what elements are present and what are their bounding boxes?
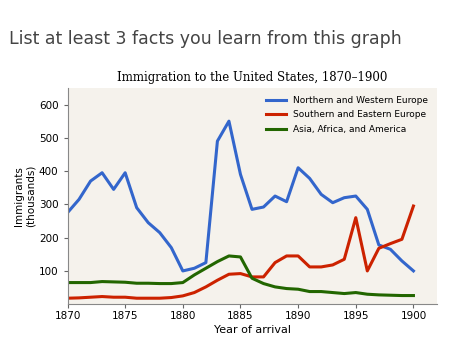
Legend: Northern and Western Europe, Southern and Eastern Europe, Asia, Africa, and Amer: Northern and Western Europe, Southern an… [263,92,432,138]
Title: Immigration to the United States, 1870–1900: Immigration to the United States, 1870–1… [117,71,387,84]
X-axis label: Year of arrival: Year of arrival [213,325,291,335]
Y-axis label: Immigrants
(thousands): Immigrants (thousands) [14,165,36,227]
Text: List at least 3 facts you learn from this graph: List at least 3 facts you learn from thi… [9,30,402,48]
